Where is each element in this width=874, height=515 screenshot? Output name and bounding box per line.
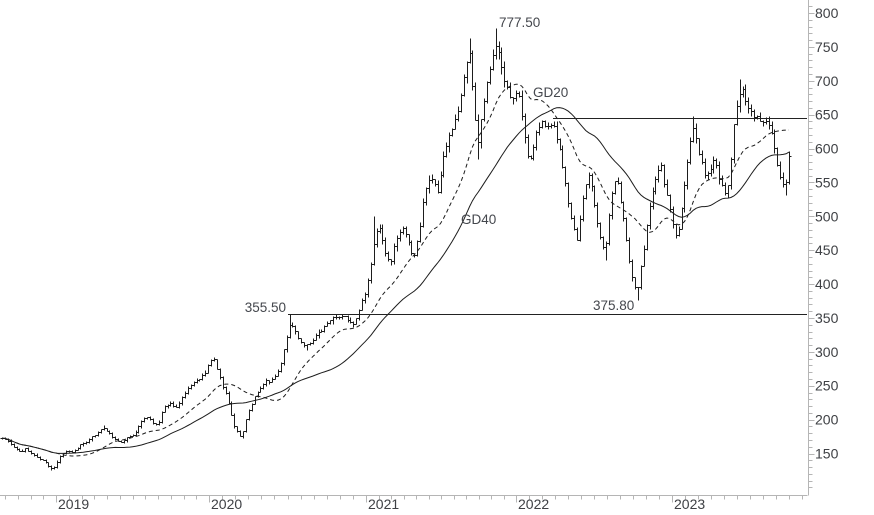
y-axis-label: 200	[815, 412, 839, 428]
y-axis-label: 250	[815, 378, 839, 394]
y-axis-label: 700	[815, 73, 839, 89]
y-axis-label: 300	[815, 344, 839, 360]
year-label: 2019	[58, 496, 89, 512]
y-axis: 800 750 700 650 600 550 500 450 400 350 300 250 200 1…	[808, 0, 839, 496]
annotation-gd20: GD20	[533, 85, 568, 100]
x-axis: 2019 2020 2021 2022 2023	[0, 495, 808, 512]
gd40-line	[1, 107, 790, 454]
y-axis-label: 500	[815, 208, 839, 224]
year-label: 2020	[211, 496, 242, 512]
annotation-high-777-50: 777.50	[499, 15, 540, 30]
y-axis-label: 650	[815, 107, 839, 123]
y-axis-label: 150	[815, 446, 839, 462]
y-axis-label: 450	[815, 242, 839, 258]
chart-plot-area[interactable]	[0, 0, 808, 495]
year-label: 2021	[368, 496, 399, 512]
year-label: 2023	[674, 496, 705, 512]
y-axis-label: 750	[815, 39, 839, 55]
y-axis-label: 600	[815, 141, 839, 157]
gd20-line	[1, 83, 790, 457]
annotation-high-355-50: 355.50	[245, 300, 286, 315]
y-axis-label: 350	[815, 310, 839, 326]
y-axis-label: 550	[815, 174, 839, 190]
y-axis-label: 400	[815, 276, 839, 292]
annotation-gd40: GD40	[461, 212, 496, 227]
year-label: 2022	[518, 496, 549, 512]
annotation-low-375-80: 375.80	[593, 298, 634, 313]
y-axis-label: 800	[815, 5, 839, 21]
